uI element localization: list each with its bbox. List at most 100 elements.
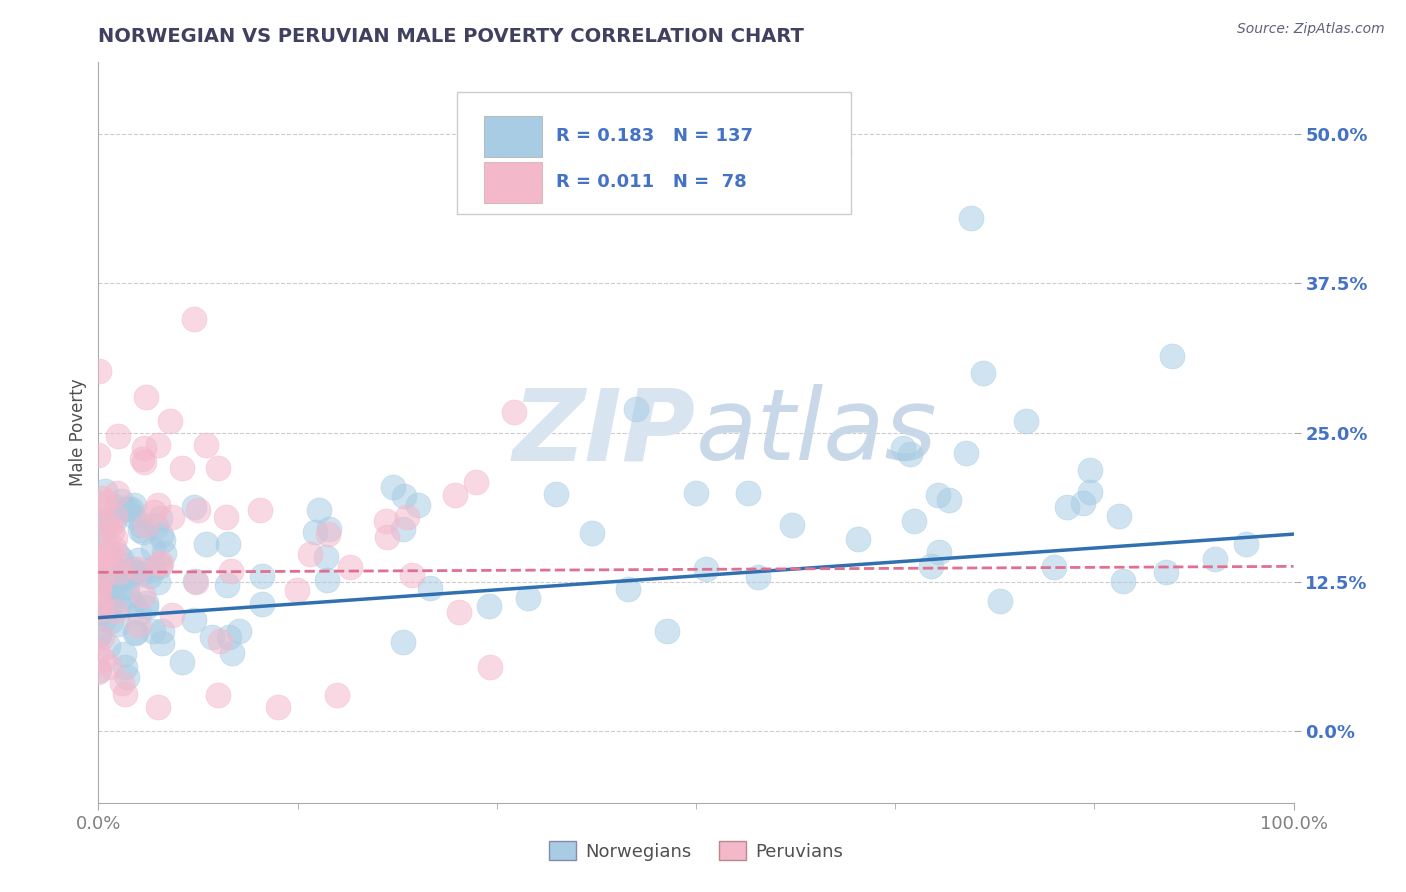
Point bbox=[160, 510, 183, 524]
Point bbox=[89, 594, 111, 608]
Point bbox=[150, 624, 173, 639]
Point bbox=[135, 390, 157, 404]
Point bbox=[110, 552, 132, 566]
Point bbox=[1108, 509, 1130, 524]
Point bbox=[89, 582, 111, 596]
Point bbox=[112, 647, 135, 661]
Point bbox=[465, 475, 488, 489]
Point bbox=[129, 567, 152, 582]
Point bbox=[87, 665, 110, 679]
Point bbox=[304, 524, 326, 539]
Y-axis label: Male Poverty: Male Poverty bbox=[69, 379, 87, 486]
Point bbox=[1078, 484, 1101, 499]
Point bbox=[219, 565, 242, 579]
Point bbox=[1056, 500, 1078, 514]
Point bbox=[146, 574, 169, 589]
Point bbox=[103, 508, 125, 523]
Point bbox=[93, 612, 115, 626]
Point bbox=[172, 655, 194, 669]
Point bbox=[318, 522, 340, 536]
Point bbox=[107, 549, 129, 563]
Point bbox=[91, 577, 114, 591]
Point bbox=[186, 575, 208, 590]
Point bbox=[617, 582, 640, 596]
Point bbox=[100, 524, 122, 538]
Point bbox=[392, 522, 415, 536]
Point bbox=[107, 566, 129, 580]
Point bbox=[121, 566, 143, 581]
Point bbox=[148, 557, 170, 571]
Point bbox=[267, 700, 290, 714]
Point bbox=[132, 455, 155, 469]
Point bbox=[207, 461, 229, 475]
Point bbox=[1071, 496, 1094, 510]
Point bbox=[121, 596, 143, 610]
Point bbox=[97, 557, 120, 571]
Point bbox=[124, 498, 146, 512]
Point bbox=[104, 531, 127, 545]
Point bbox=[447, 606, 470, 620]
Point bbox=[252, 569, 274, 583]
Text: atlas: atlas bbox=[696, 384, 938, 481]
Point bbox=[87, 602, 110, 616]
Point bbox=[148, 700, 170, 714]
Point bbox=[90, 511, 112, 525]
Point bbox=[375, 514, 398, 528]
Point bbox=[1112, 574, 1135, 588]
Point bbox=[91, 630, 114, 644]
Point bbox=[114, 687, 136, 701]
Point bbox=[215, 578, 238, 592]
Point bbox=[124, 508, 146, 523]
Text: R = 0.183   N = 137: R = 0.183 N = 137 bbox=[557, 127, 754, 145]
Point bbox=[988, 594, 1011, 608]
Point bbox=[117, 590, 139, 604]
Point bbox=[149, 511, 172, 525]
Point bbox=[544, 486, 567, 500]
Point bbox=[955, 446, 977, 460]
Point bbox=[98, 660, 121, 674]
Point bbox=[135, 596, 157, 610]
Point bbox=[382, 480, 405, 494]
Point bbox=[127, 617, 149, 632]
Point bbox=[91, 491, 114, 505]
Point bbox=[626, 401, 648, 416]
Point bbox=[898, 447, 921, 461]
Point bbox=[846, 532, 869, 546]
Point bbox=[127, 553, 149, 567]
Point bbox=[146, 498, 169, 512]
Point bbox=[87, 364, 110, 378]
Point bbox=[1204, 551, 1226, 566]
Point bbox=[326, 689, 349, 703]
Point bbox=[938, 492, 960, 507]
Point bbox=[1154, 565, 1177, 579]
Point bbox=[87, 628, 110, 642]
FancyBboxPatch shape bbox=[485, 161, 541, 202]
Point bbox=[128, 607, 150, 621]
Point bbox=[183, 613, 205, 627]
Point bbox=[685, 486, 707, 500]
Point bbox=[183, 500, 205, 514]
Point bbox=[217, 537, 239, 551]
Point bbox=[104, 604, 127, 618]
Point bbox=[100, 589, 122, 603]
Point bbox=[90, 497, 112, 511]
Point bbox=[87, 582, 110, 596]
Point bbox=[195, 536, 218, 550]
Point bbox=[207, 689, 229, 703]
Point bbox=[98, 519, 121, 533]
Point bbox=[737, 486, 759, 500]
Point bbox=[124, 625, 146, 640]
Point bbox=[228, 624, 250, 638]
Point bbox=[87, 573, 110, 587]
Point bbox=[127, 562, 149, 576]
Point bbox=[782, 518, 804, 533]
Point bbox=[87, 512, 110, 526]
Point bbox=[502, 405, 524, 419]
Point bbox=[695, 562, 717, 576]
Point bbox=[98, 596, 121, 610]
Point bbox=[107, 429, 129, 443]
Point bbox=[101, 562, 124, 576]
Point bbox=[100, 599, 122, 613]
Point bbox=[87, 448, 110, 462]
Point bbox=[100, 574, 122, 589]
